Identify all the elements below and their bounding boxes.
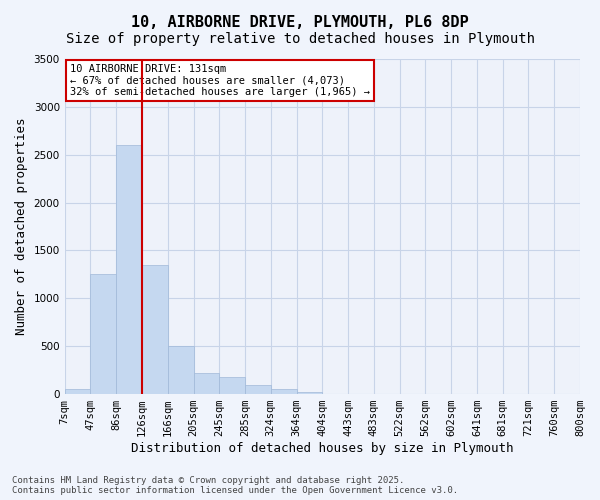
Bar (91, 274, 116, 394)
Text: 10, AIRBORNE DRIVE, PLYMOUTH, PL6 8DP: 10, AIRBORNE DRIVE, PLYMOUTH, PL6 8DP (131, 15, 469, 30)
Bar (116, 145, 142, 394)
Text: Size of property relative to detached houses in Plymouth: Size of property relative to detached ho… (65, 32, 535, 46)
Bar (65, 390, 91, 394)
Text: 10 AIRBORNE DRIVE: 131sqm
← 67% of detached houses are smaller (4,073)
32% of se: 10 AIRBORNE DRIVE: 131sqm ← 67% of detac… (70, 64, 370, 97)
Bar (271, 390, 296, 394)
Bar (142, 265, 168, 394)
Bar (219, 378, 245, 394)
Bar (168, 346, 193, 394)
Bar (193, 372, 219, 394)
Y-axis label: Number of detached properties: Number of detached properties (15, 118, 28, 336)
Text: Contains HM Land Registry data © Crown copyright and database right 2025.
Contai: Contains HM Land Registry data © Crown c… (12, 476, 458, 495)
X-axis label: Distribution of detached houses by size in Plymouth: Distribution of detached houses by size … (131, 442, 514, 455)
Bar (245, 384, 271, 394)
Bar (296, 392, 322, 394)
